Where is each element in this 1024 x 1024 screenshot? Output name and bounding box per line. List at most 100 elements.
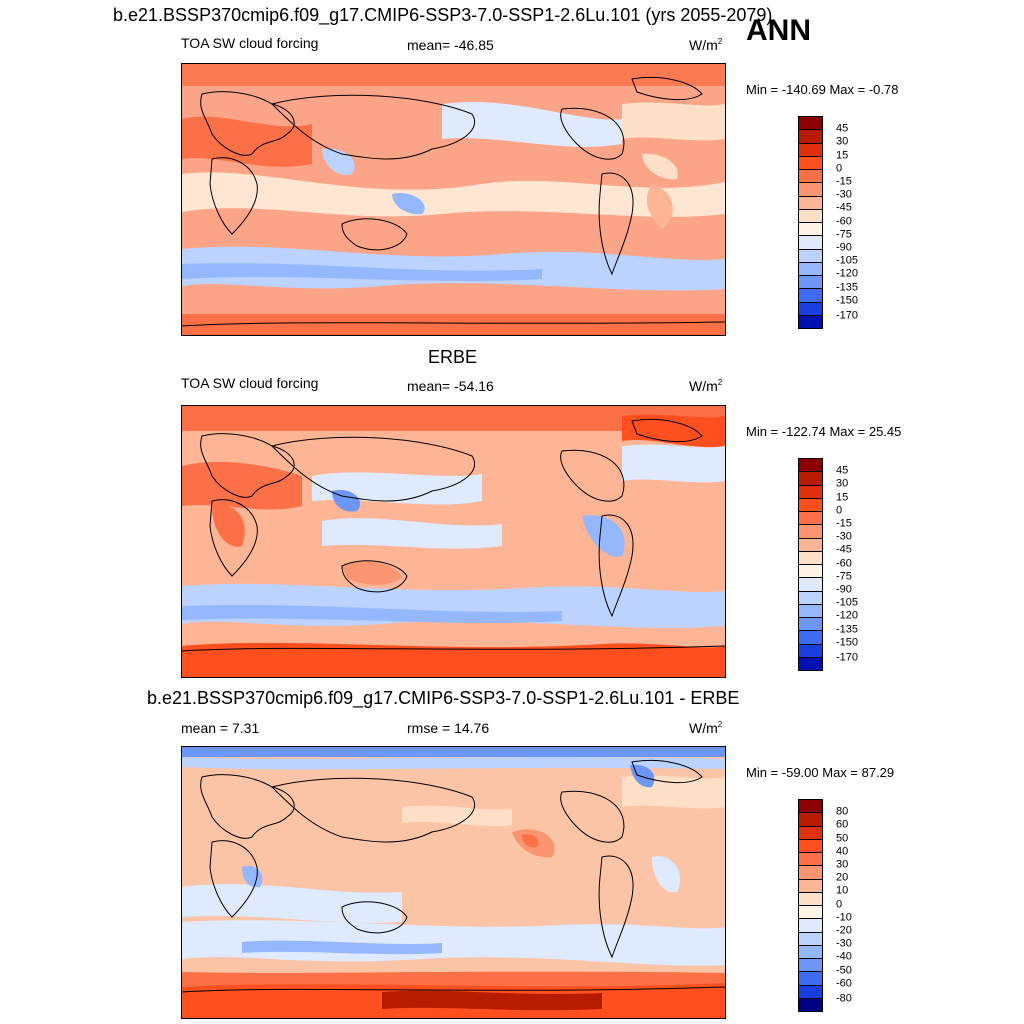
panel-2-colorbar-tick: -120 [836,609,859,622]
panel-2-colorbar-swatch [799,604,822,618]
panel-1-colorbar-swatch [799,156,822,170]
panel-3-colorbar-swatch [799,879,822,893]
panel-3-colorbar-swatch [799,932,822,946]
panel-2-colorbar-tick: -150 [836,636,859,649]
panel-2-colorbar-tick: -30 [836,530,852,543]
panel-3-colorbar-tick: -40 [836,950,852,963]
panel-3-colorbar-swatch [799,866,822,880]
panel-2-colorbar-swatch [799,578,822,592]
panel-1-colorbar-swatch [799,183,822,197]
panel-1-colorbar-swatch [799,249,822,263]
panel-1-colorbar-tick: 0 [836,162,843,175]
panel-2-colorbar-tick: 15 [836,491,849,504]
panel-3-colorbar-swatch [799,839,822,853]
panel-3-colorbar-tick: -50 [836,964,852,976]
panel-2-colorbar-swatch [799,644,822,658]
panel-1-colorbar-tick: -45 [836,201,852,214]
panel-3-colorbar-tick: -20 [836,924,852,937]
panel-2-title: ERBE [428,347,478,367]
panel-3-colorbar-swatch [799,892,822,906]
panel-3-title: b.e21.BSSP370cmip6.f09_g17.CMIP6-SSP3-7.… [147,688,740,708]
panel-2-colorbar-swatch [799,565,822,579]
panel-3-colorbar-swatch [799,906,822,920]
panel-3-mean-label: mean = 7.31 [181,720,260,736]
panel-2-colorbar-swatch [799,618,822,632]
panel-2-colorbar-tick: -105 [836,596,859,609]
panel-3-colorbar-tick: 40 [836,845,849,858]
panel-3-minmax: Min = -59.00 Max = 87.29 [746,765,895,780]
panel-1-colorbar-swatch [799,130,822,144]
panel-1-colorbar-tick: -15 [836,175,852,188]
panel-3-colorbar-tick: 10 [836,884,849,897]
panel-3-map [181,746,726,1019]
panel-1-units: W/m2 [689,37,723,53]
panel-1-colorbar-swatch [799,117,822,131]
panel-1-minmax: Min = -140.69 Max = -0.78 [746,82,899,97]
panel-3-colorbar-tick: -60 [836,977,852,990]
panel-2-colorbar-tick: -60 [836,557,852,569]
panel-2-colorbar-swatch [799,525,822,539]
panel-1-colorbar-tick: 30 [836,135,849,148]
panel-1-colorbar-swatch [799,236,822,250]
panel-1-colorbar-tick: -60 [836,215,852,227]
panel-3-colorbar-tick: -10 [836,911,852,924]
panel-3-colorbar-swatch [799,813,822,827]
panel-3-colorbar-swatch [799,800,822,814]
panel-1-colorbar-tick: 45 [836,122,849,135]
panel-1-colorbar [798,116,823,329]
panel-1-colorbar-swatch [799,276,822,290]
panel-1-colorbar-tick: -105 [836,254,859,267]
panel-2-mean-label: mean= -54.16 [407,378,494,394]
panel-1-colorbar-swatch [799,315,822,328]
panel-1-colorbar-swatch [799,262,822,276]
panel-2-colorbar-tick: -15 [836,517,852,530]
panel-3-colorbar-tick: -30 [836,937,852,950]
panel-2-colorbar-tick: -45 [836,543,852,556]
panel-1-colorbar-tick: -75 [836,228,852,241]
panel-1-colorbar-swatch [799,302,822,316]
panel-3-colorbar-tick: -80 [836,992,852,1005]
panel-2-colorbar-tick: 30 [836,477,849,490]
panel-3-colorbar-swatch [799,826,822,840]
panel-3-colorbar-tick: 50 [836,832,849,845]
panel-1-colorbar-tick: -90 [836,241,852,254]
panel-2-colorbar [798,458,823,671]
panel-3-colorbar-swatch [799,959,822,973]
panel-1-colorbar-ticks: 45 30 15 0 -15 -30 -45 -60 -75 -90 -105 … [828,116,888,327]
panel-2-colorbar-swatch [799,591,822,605]
panel-2-colorbar-swatch [799,657,822,670]
panel-2-colorbar-tick: -75 [836,570,852,583]
panel-3-colorbar-tick: 80 [836,805,849,818]
panel-3-units: W/m2 [689,720,723,736]
panel-3-colorbar-tick: 60 [836,818,849,831]
panel-3-colorbar-tick: 30 [836,858,849,871]
panel-1-colorbar-tick: 15 [836,149,849,162]
panel-2-colorbar-swatch [799,498,822,512]
panel-3-colorbar-swatch [799,985,822,999]
panel-3-colorbar-tick: 20 [836,871,849,884]
panel-1-colorbar-swatch [799,143,822,157]
panel-1-colorbar-swatch [799,196,822,210]
panel-1-colorbar-swatch [799,170,822,184]
panel-3-colorbar-tick: 0 [836,898,843,910]
panel-3-colorbar-swatch [799,998,822,1011]
panel-1-colorbar-tick: -30 [836,188,852,201]
season-label: ANN [746,14,811,47]
panel-3-rmse-label: rmse = 14.76 [407,720,490,736]
panel-2-colorbar-swatch [799,631,822,645]
panel-2-units: W/m2 [689,378,723,394]
panel-1-variable-label: TOA SW cloud forcing [181,35,319,51]
panel-2-colorbar-tick: -135 [836,623,859,635]
panel-2-colorbar-tick: 45 [836,464,849,477]
panel-3-colorbar [798,799,823,1012]
panel-2-colorbar-tick: -170 [836,651,859,664]
panel-2-map [181,405,726,678]
panel-2-colorbar-swatch [799,472,822,486]
panel-2-colorbar-swatch [799,551,822,565]
panel-1-title: b.e21.BSSP370cmip6.f09_g17.CMIP6-SSP3-7.… [113,5,773,25]
panel-1-colorbar-swatch [799,209,822,223]
panel-2-colorbar-tick: 0 [836,504,843,517]
panel-2-colorbar-ticks: 45 30 15 0 -15 -30 -45 -60 -75 -90 -105 … [828,458,888,669]
panel-3-colorbar-swatch [799,853,822,867]
panel-3-colorbar-swatch [799,919,822,933]
